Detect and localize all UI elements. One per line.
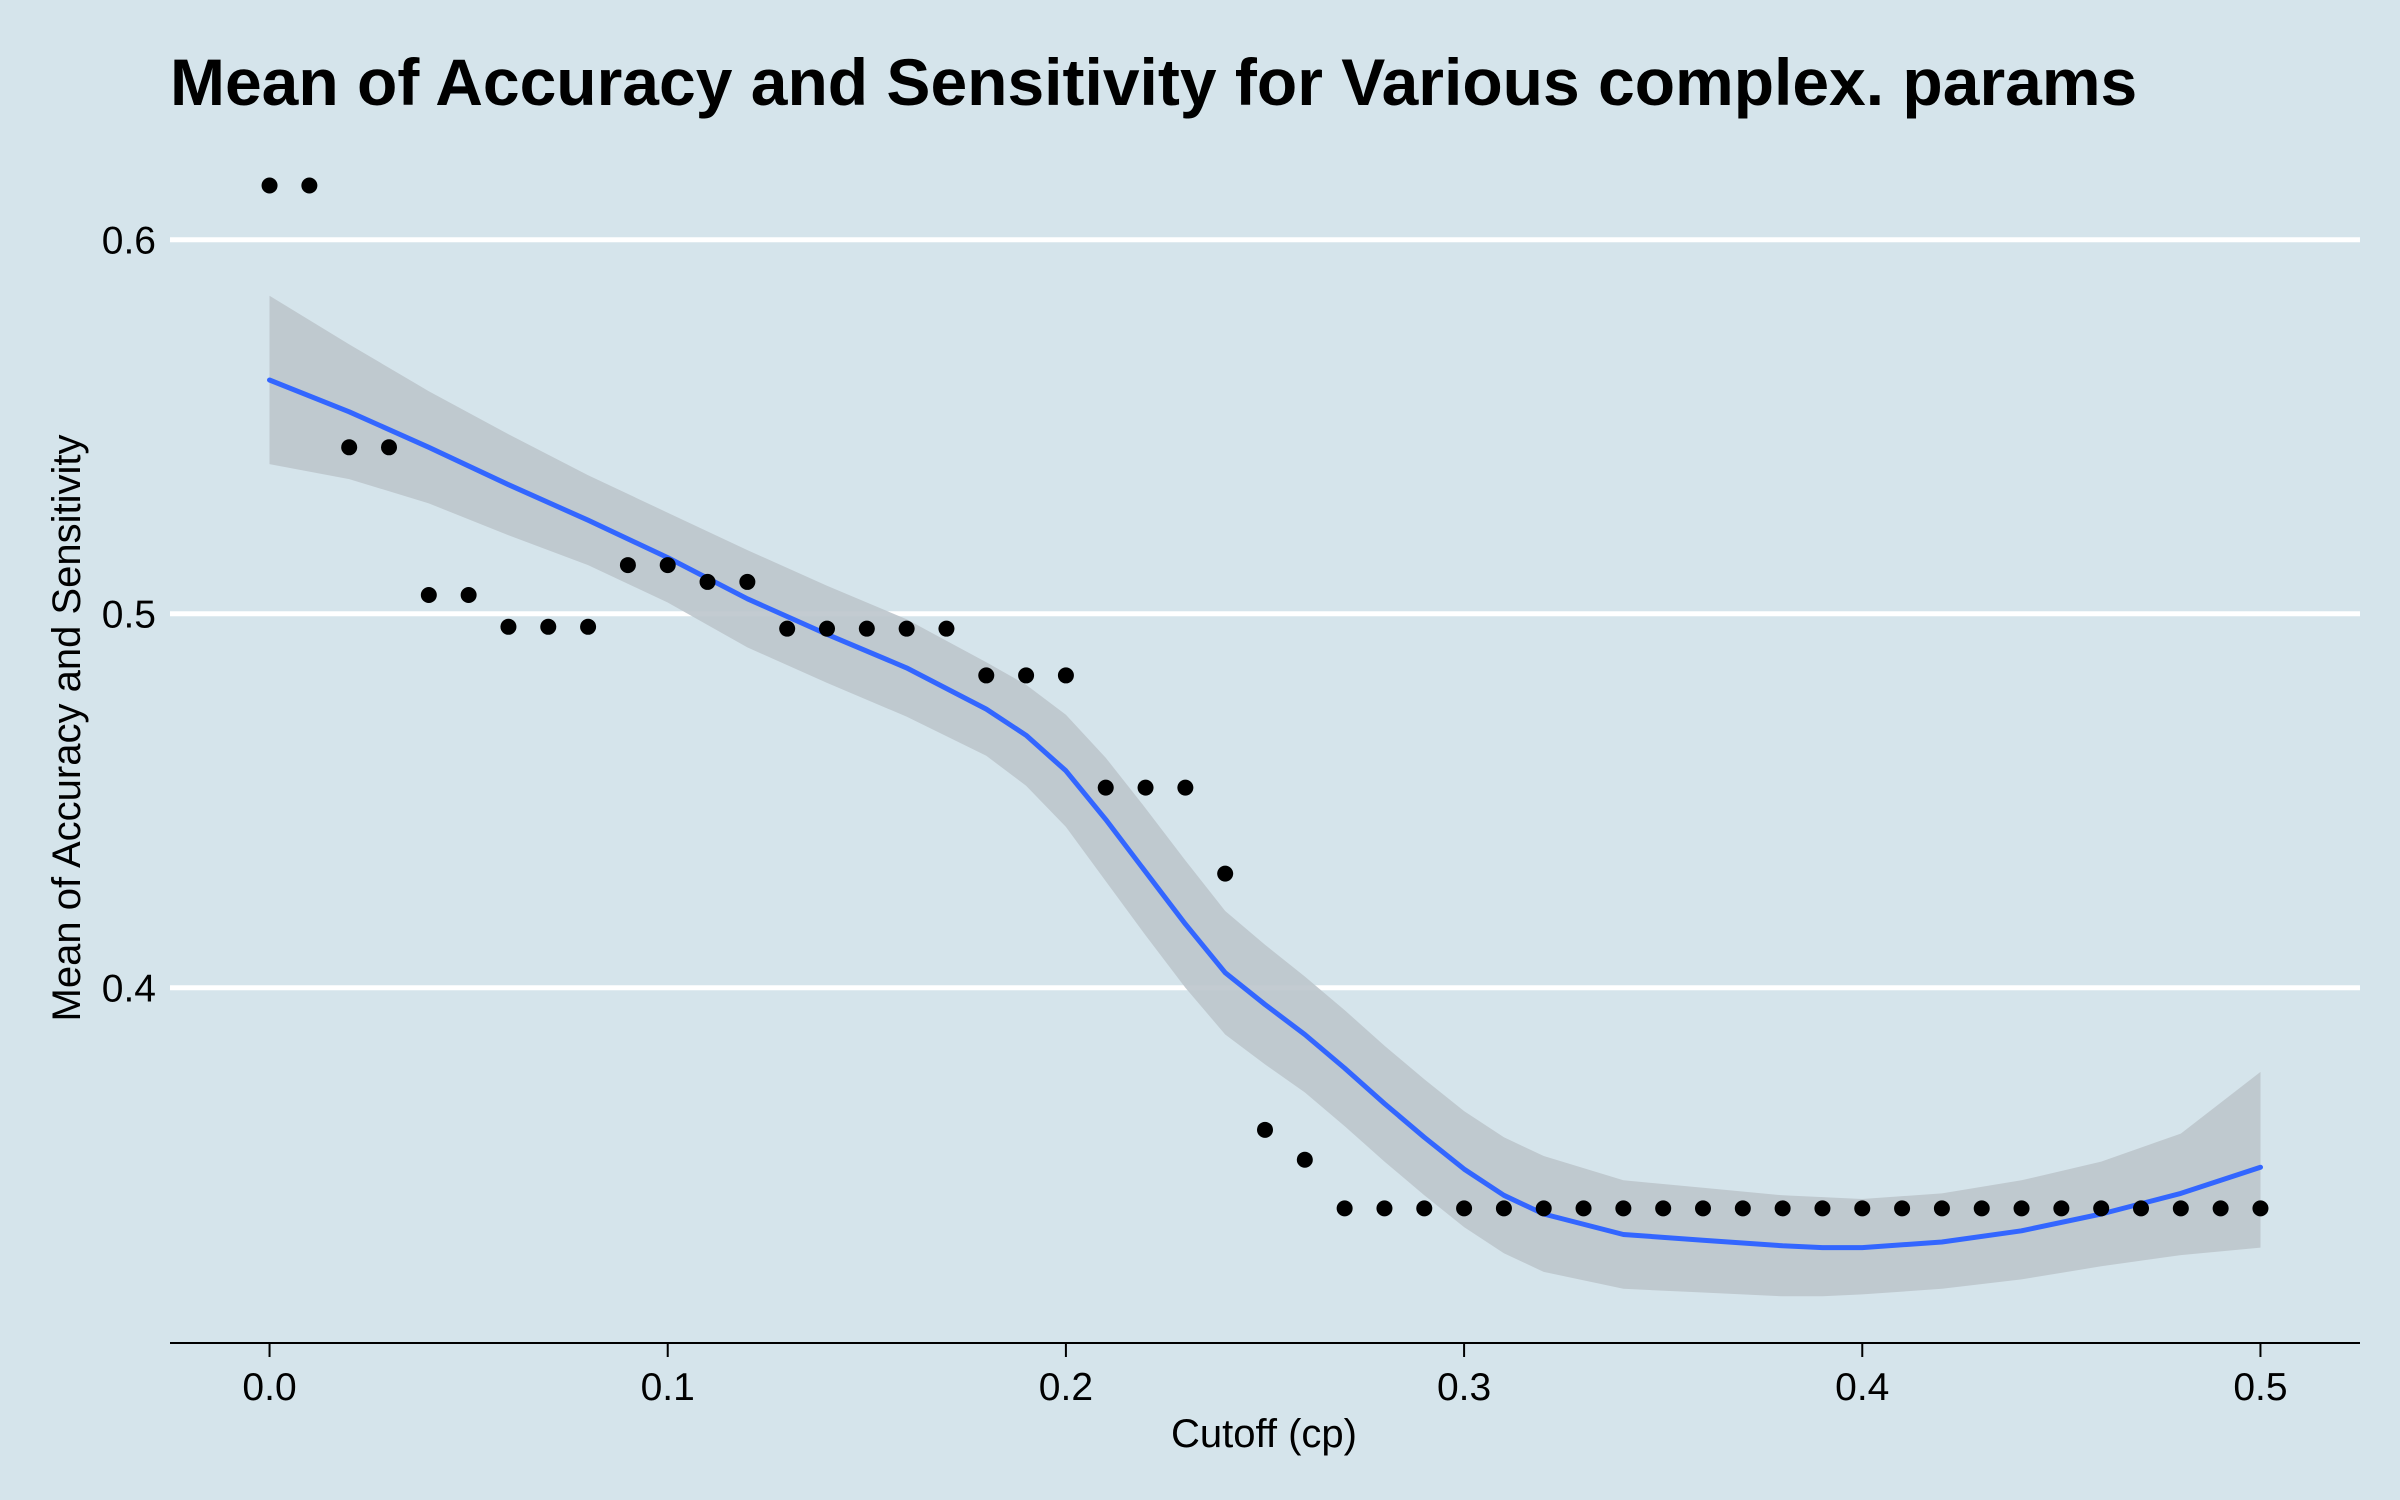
data-point [301,177,318,194]
data-point [2093,1200,2110,1217]
data-point [2172,1200,2189,1217]
data-point [1973,1200,1990,1217]
data-point [1854,1200,1871,1217]
data-point [1535,1200,1552,1217]
data-point [1894,1200,1911,1217]
data-point [460,587,477,604]
x-axis [170,1342,2360,1357]
data-point [1177,779,1194,796]
x-tick-label: 0.5 [2233,1366,2287,1409]
tick-labels: 0.0 0.1 0.2 0.3 0.4 0.5 0.4 0.5 0.6 [102,220,2288,1409]
data-point [1933,1200,1950,1217]
data-point [500,618,517,635]
confidence-band-layer [269,295,2261,1297]
data-point [2252,1200,2269,1217]
x-tick-label: 0.4 [1835,1366,1889,1409]
x-tick-label: 0.2 [1039,1366,1093,1409]
data-point [1456,1200,1473,1217]
data-point [938,620,955,637]
data-point [1137,779,1154,796]
data-point [1336,1200,1353,1217]
data-point [1495,1200,1512,1217]
data-point [341,439,358,456]
data-point [978,667,995,684]
y-tick-label: 0.6 [102,220,156,263]
data-point [1217,865,1234,882]
y-tick-label: 0.4 [102,968,156,1011]
x-axis-label: Cutoff (cp) [1171,1412,1357,1456]
data-point [898,620,915,637]
data-point [1018,667,1035,684]
data-point [2013,1200,2030,1217]
data-point [2212,1200,2229,1217]
data-point [1615,1200,1632,1217]
data-point [1655,1200,1672,1217]
data-point [739,573,756,590]
data-point [1575,1200,1592,1217]
data-point [779,620,796,637]
data-point [659,557,676,574]
data-point [540,618,557,635]
data-point [1097,779,1114,796]
data-point [1376,1200,1393,1217]
data-point [1734,1200,1751,1217]
data-point [2053,1200,2070,1217]
confidence-band [269,295,2261,1297]
data-point [858,620,875,637]
data-point [819,620,835,637]
y-axis-label: Mean of Accuracy and Sensitivity [45,435,89,1022]
points-layer [261,177,2269,1217]
data-point [580,618,597,635]
y-tick-label: 0.5 [102,594,156,637]
data-point [2133,1200,2149,1217]
x-tick-label: 0.3 [1437,1366,1491,1409]
data-point [1416,1200,1433,1217]
data-point [1814,1200,1831,1217]
data-point [1774,1200,1791,1217]
data-point [420,587,437,604]
data-point [381,439,397,456]
data-point [1257,1121,1273,1138]
data-point [1057,667,1074,684]
data-point [261,177,278,194]
data-point [1296,1151,1313,1168]
x-tick-label: 0.0 [242,1366,296,1409]
data-point [699,573,716,590]
x-tick-label: 0.1 [641,1366,695,1409]
data-point [1695,1200,1711,1217]
chart-title: Mean of Accuracy and Sensitivity for Var… [170,45,2137,119]
data-point [619,557,636,574]
